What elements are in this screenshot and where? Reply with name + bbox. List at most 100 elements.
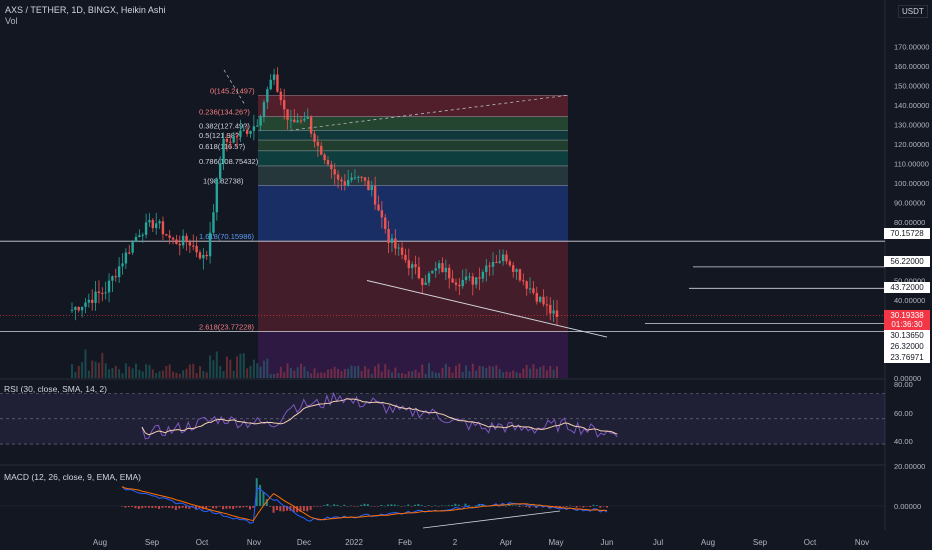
volume-bar bbox=[195, 373, 198, 378]
price-tick-label: 160.00000 bbox=[894, 62, 929, 71]
volume-bar bbox=[296, 367, 299, 378]
macd-histogram-bar bbox=[440, 505, 443, 507]
candle bbox=[498, 261, 501, 263]
volume-bar bbox=[232, 370, 235, 378]
candle bbox=[370, 185, 373, 191]
macd-histogram-bar bbox=[346, 506, 349, 507]
price-tag: 30.19338 bbox=[884, 310, 930, 321]
volume-bar bbox=[357, 365, 360, 378]
time-axis-label: Oct bbox=[804, 538, 817, 547]
macd-histogram-bar bbox=[333, 504, 336, 506]
macd-histogram-bar bbox=[147, 506, 150, 508]
candle bbox=[101, 292, 104, 294]
candle bbox=[144, 222, 148, 235]
candle bbox=[522, 280, 525, 282]
volume-bar bbox=[81, 362, 84, 378]
candle bbox=[495, 262, 498, 264]
time-axis-label: Apr bbox=[500, 538, 513, 547]
volume-bar bbox=[158, 371, 161, 378]
candle bbox=[276, 74, 279, 92]
volume-bar bbox=[367, 368, 370, 378]
candle bbox=[296, 120, 299, 123]
macd-histogram-bar bbox=[181, 506, 184, 508]
candle bbox=[367, 180, 370, 191]
time-axis-label: 2022 bbox=[345, 538, 363, 547]
candle bbox=[168, 235, 171, 238]
macd-histogram-bar bbox=[299, 506, 302, 512]
macd-histogram-bar bbox=[272, 506, 275, 513]
volume-bar bbox=[121, 373, 124, 378]
macd-histogram-bar bbox=[275, 506, 278, 511]
candle bbox=[549, 304, 552, 314]
candle bbox=[461, 280, 464, 287]
volume-bar bbox=[552, 369, 555, 378]
candle bbox=[222, 138, 225, 164]
macd-histogram-bar bbox=[171, 506, 174, 509]
volume-bar bbox=[556, 366, 558, 378]
candle bbox=[235, 136, 239, 138]
macd-histogram-bar bbox=[417, 504, 420, 506]
volume-bar bbox=[222, 371, 225, 378]
volume-bar bbox=[87, 370, 90, 378]
macd-histogram-bar bbox=[178, 506, 181, 509]
volume-bar bbox=[276, 373, 279, 378]
macd-title[interactable]: MACD (12, 26, close, 9, EMA, EMA) bbox=[4, 472, 141, 482]
macd-histogram-bar bbox=[575, 506, 578, 508]
macd-histogram-bar bbox=[602, 506, 605, 507]
candle bbox=[373, 185, 377, 205]
candle bbox=[269, 79, 272, 90]
macd-histogram-bar bbox=[282, 506, 285, 512]
candle bbox=[320, 145, 323, 155]
rsi-title[interactable]: RSI (30, close, SMA, 14, 2) bbox=[4, 384, 107, 394]
candle bbox=[171, 237, 175, 240]
candle bbox=[458, 284, 461, 287]
volume-bar bbox=[94, 361, 97, 378]
candle bbox=[131, 242, 134, 253]
candle bbox=[165, 234, 168, 236]
candle bbox=[138, 235, 141, 237]
volume-bar bbox=[279, 366, 282, 378]
candle bbox=[340, 179, 343, 182]
volume-bar bbox=[151, 369, 154, 378]
macd-histogram-bar bbox=[286, 506, 289, 511]
volume-bar bbox=[286, 363, 289, 378]
currency-badge[interactable]: USDT bbox=[898, 5, 928, 18]
volume-bar bbox=[468, 371, 471, 378]
macd-histogram-bar bbox=[370, 506, 373, 507]
volume-bar bbox=[428, 363, 431, 378]
macd-histogram-bar bbox=[410, 506, 413, 507]
candle bbox=[505, 254, 508, 262]
macd-histogram-bar bbox=[393, 504, 396, 506]
volume-bar bbox=[438, 372, 441, 378]
volume-bar bbox=[340, 371, 343, 378]
candle bbox=[512, 265, 515, 272]
volume-bar bbox=[370, 373, 373, 378]
volume-bar bbox=[488, 365, 491, 378]
volume-bar bbox=[397, 373, 400, 378]
candle bbox=[437, 263, 441, 269]
volume-bar bbox=[320, 372, 323, 378]
macd-histogram-bar bbox=[312, 506, 315, 507]
candle bbox=[84, 302, 87, 307]
candle bbox=[387, 228, 390, 243]
candle bbox=[259, 116, 262, 126]
candle bbox=[212, 212, 215, 233]
macd-histogram-bar bbox=[309, 506, 312, 510]
macd-histogram-bar bbox=[414, 504, 417, 506]
candle bbox=[175, 239, 178, 245]
volume-bar bbox=[182, 370, 185, 378]
symbol-title[interactable]: AXS / TETHER, 1D, BINGX, Heikin Ashi bbox=[5, 5, 166, 15]
macd-histogram-bar bbox=[430, 506, 433, 507]
macd-histogram-bar bbox=[363, 503, 366, 506]
price-tick-label: 110.00000 bbox=[894, 160, 929, 169]
candle bbox=[394, 238, 397, 249]
candle bbox=[151, 220, 155, 229]
time-axis-label: Oct bbox=[196, 538, 209, 547]
candle bbox=[397, 247, 400, 249]
price-tag: 70.15728 bbox=[884, 228, 930, 239]
volume-bar bbox=[303, 366, 306, 378]
macd-histogram-bar bbox=[302, 506, 305, 511]
macd-histogram-bar bbox=[481, 504, 484, 506]
macd-histogram-bar bbox=[198, 506, 201, 509]
